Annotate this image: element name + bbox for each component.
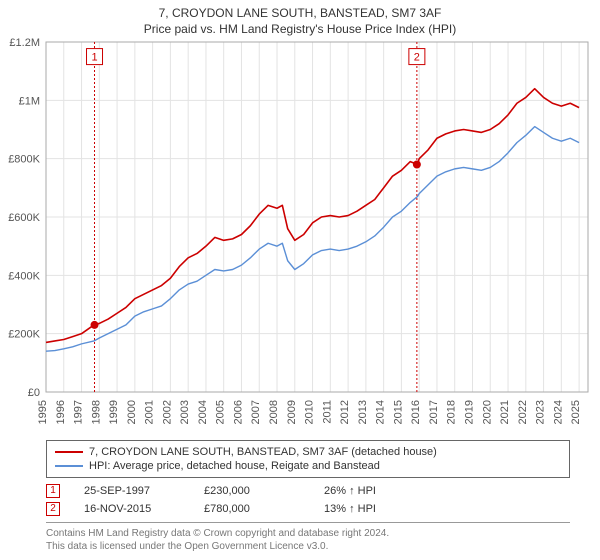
svg-text:2023: 2023 [535, 400, 547, 424]
footer-line-2: This data is licensed under the Open Gov… [46, 540, 570, 553]
svg-text:2003: 2003 [179, 400, 191, 424]
chart-titles: 7, CROYDON LANE SOUTH, BANSTEAD, SM7 3AF… [0, 0, 600, 36]
annotation-table: 1 25-SEP-1997£230,00026% ↑ HPI 2 16-NOV-201… [46, 482, 570, 518]
annotation-price: £230,000 [204, 485, 324, 497]
chart-area: £0 £200K £400K £600K £800K £1M £1.2M 1995 1996 19… [0, 36, 600, 436]
svg-text:1995: 1995 [37, 400, 49, 424]
svg-text:2002: 2002 [161, 400, 173, 424]
legend-swatch [55, 465, 83, 467]
title-subtitle: Price paid vs. HM Land Registry's House … [0, 22, 600, 36]
svg-text:2: 2 [414, 52, 420, 64]
legend-label: HPI: Average price, detached house, Reig… [89, 460, 380, 472]
svg-text:2001: 2001 [144, 400, 156, 424]
svg-text:1996: 1996 [55, 400, 67, 424]
svg-text:2007: 2007 [250, 400, 262, 424]
svg-text:1997: 1997 [73, 400, 85, 424]
svg-text:2013: 2013 [357, 400, 369, 424]
svg-text:£800K: £800K [8, 154, 40, 166]
footer-attribution: Contains HM Land Registry data © Crown c… [46, 522, 570, 553]
svg-text:2010: 2010 [304, 400, 316, 424]
chart-container: 7, CROYDON LANE SOUTH, BANSTEAD, SM7 3AF… [0, 0, 600, 560]
svg-text:1998: 1998 [90, 400, 102, 424]
svg-text:2017: 2017 [428, 400, 440, 424]
annotation-delta: 13% ↑ HPI [324, 503, 444, 515]
svg-text:2006: 2006 [232, 400, 244, 424]
legend-item: HPI: Average price, detached house, Reig… [55, 459, 561, 473]
legend-item: 7, CROYDON LANE SOUTH, BANSTEAD, SM7 3AF… [55, 445, 561, 459]
annotation-price: £780,000 [204, 503, 324, 515]
svg-text:£600K: £600K [8, 212, 40, 224]
svg-text:2014: 2014 [375, 400, 387, 424]
title-address: 7, CROYDON LANE SOUTH, BANSTEAD, SM7 3AF [0, 6, 600, 20]
svg-text:2016: 2016 [410, 400, 422, 424]
legend-swatch [55, 451, 83, 453]
svg-text:2000: 2000 [126, 400, 138, 424]
svg-text:£200K: £200K [8, 329, 40, 341]
annotation-date: 16-NOV-2015 [84, 503, 204, 515]
footer-line-1: Contains HM Land Registry data © Crown c… [46, 527, 570, 540]
svg-text:2008: 2008 [268, 400, 280, 424]
line-chart-svg: £0 £200K £400K £600K £800K £1M £1.2M 1995 1996 19… [0, 36, 600, 436]
svg-text:2004: 2004 [197, 400, 209, 424]
svg-text:1: 1 [91, 52, 97, 64]
svg-text:2015: 2015 [392, 400, 404, 424]
svg-text:2009: 2009 [286, 400, 298, 424]
svg-text:2011: 2011 [321, 400, 333, 424]
svg-text:£400K: £400K [8, 270, 40, 282]
svg-text:2005: 2005 [215, 400, 227, 424]
svg-text:1999: 1999 [108, 400, 120, 424]
annotation-row: 2 16-NOV-2015£780,00013% ↑ HPI [46, 500, 570, 518]
svg-text:2022: 2022 [517, 400, 529, 424]
svg-text:2025: 2025 [570, 400, 582, 424]
svg-text:£1.2M: £1.2M [9, 37, 40, 49]
svg-text:2018: 2018 [446, 400, 458, 424]
svg-text:2024: 2024 [552, 400, 564, 424]
annotation-delta: 26% ↑ HPI [324, 485, 444, 497]
svg-text:£0: £0 [28, 387, 40, 399]
annotation-row: 1 25-SEP-1997£230,00026% ↑ HPI [46, 482, 570, 500]
legend-label: 7, CROYDON LANE SOUTH, BANSTEAD, SM7 3AF… [89, 446, 437, 458]
svg-text:2019: 2019 [463, 400, 475, 424]
annotation-marker: 1 [46, 484, 60, 498]
svg-text:2021: 2021 [499, 400, 511, 424]
legend: 7, CROYDON LANE SOUTH, BANSTEAD, SM7 3AF… [46, 440, 570, 478]
svg-text:£1M: £1M [19, 95, 40, 107]
svg-text:2020: 2020 [481, 400, 493, 424]
svg-text:2012: 2012 [339, 400, 351, 424]
annotation-date: 25-SEP-1997 [84, 485, 204, 497]
annotation-marker: 2 [46, 502, 60, 516]
